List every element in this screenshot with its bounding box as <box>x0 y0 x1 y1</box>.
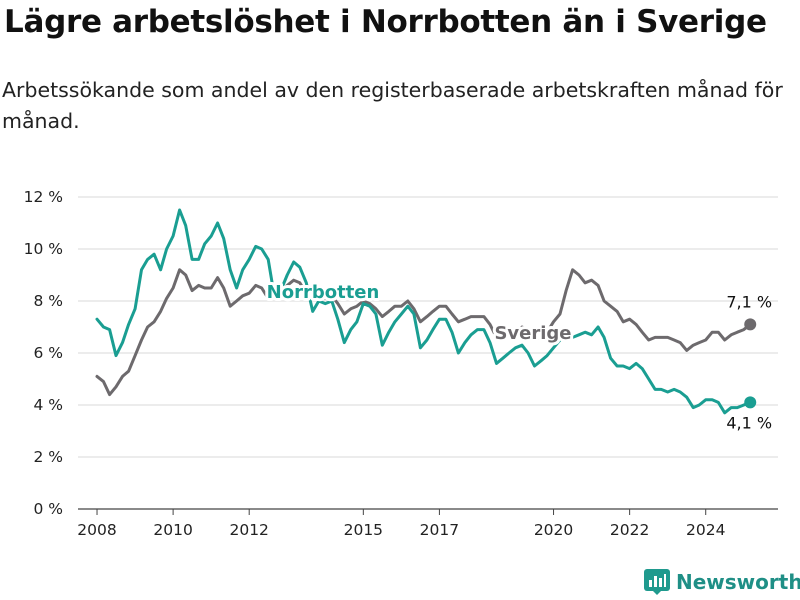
x-tick-label: 2020 <box>534 521 573 539</box>
series-name-halo: Sverige <box>494 323 571 344</box>
end-value-label-norrbotten: 4,1 % <box>726 413 772 432</box>
x-tick-label: 2015 <box>344 521 383 539</box>
y-tick-label: 8 % <box>33 292 63 310</box>
y-tick-label: 12 % <box>24 188 63 206</box>
y-tick-label: 6 % <box>33 344 63 362</box>
x-tick-label: 2008 <box>77 521 116 539</box>
end-point-norrbotten <box>744 396 757 409</box>
series-line-norrbotten <box>95 208 752 415</box>
x-tick-label: 2010 <box>153 521 192 539</box>
series-name-sverige: Sverige <box>494 323 571 344</box>
brand-name: Newsworthy <box>676 570 800 594</box>
y-tick-label: 2 % <box>33 448 63 466</box>
x-tick-label: 2012 <box>229 521 268 539</box>
series-lines <box>95 208 757 415</box>
end-point-sverige <box>744 318 757 331</box>
newsworthy-logo: Newsworthy <box>644 569 800 595</box>
series-name-halo: Norrbotten <box>267 282 380 303</box>
chart-subtitle: Arbetssökande som andel av den registerb… <box>2 78 783 133</box>
axes: 0 % 2 % 4 % 6 % 8 % 10 % 12 % 2008 2010 2012 2015 2… <box>24 188 726 539</box>
chart-title: Lägre arbetslöshet i Norrbotten än i Sve… <box>4 4 767 40</box>
x-tick-label: 2024 <box>686 521 725 539</box>
y-tick-label: 0 % <box>33 500 63 518</box>
x-tick-label: 2022 <box>610 521 649 539</box>
y-tick-label: 4 % <box>33 396 63 414</box>
x-tick-label: 2017 <box>420 521 459 539</box>
series-name-norrbotten: Norrbotten <box>267 282 380 303</box>
y-tick-label: 10 % <box>24 240 63 258</box>
end-value-label-sverige: 7,1 % <box>726 292 772 311</box>
grid-lines <box>78 196 778 510</box>
series-line-sverige <box>95 268 752 397</box>
bar-chart-logo-icon <box>644 569 670 595</box>
